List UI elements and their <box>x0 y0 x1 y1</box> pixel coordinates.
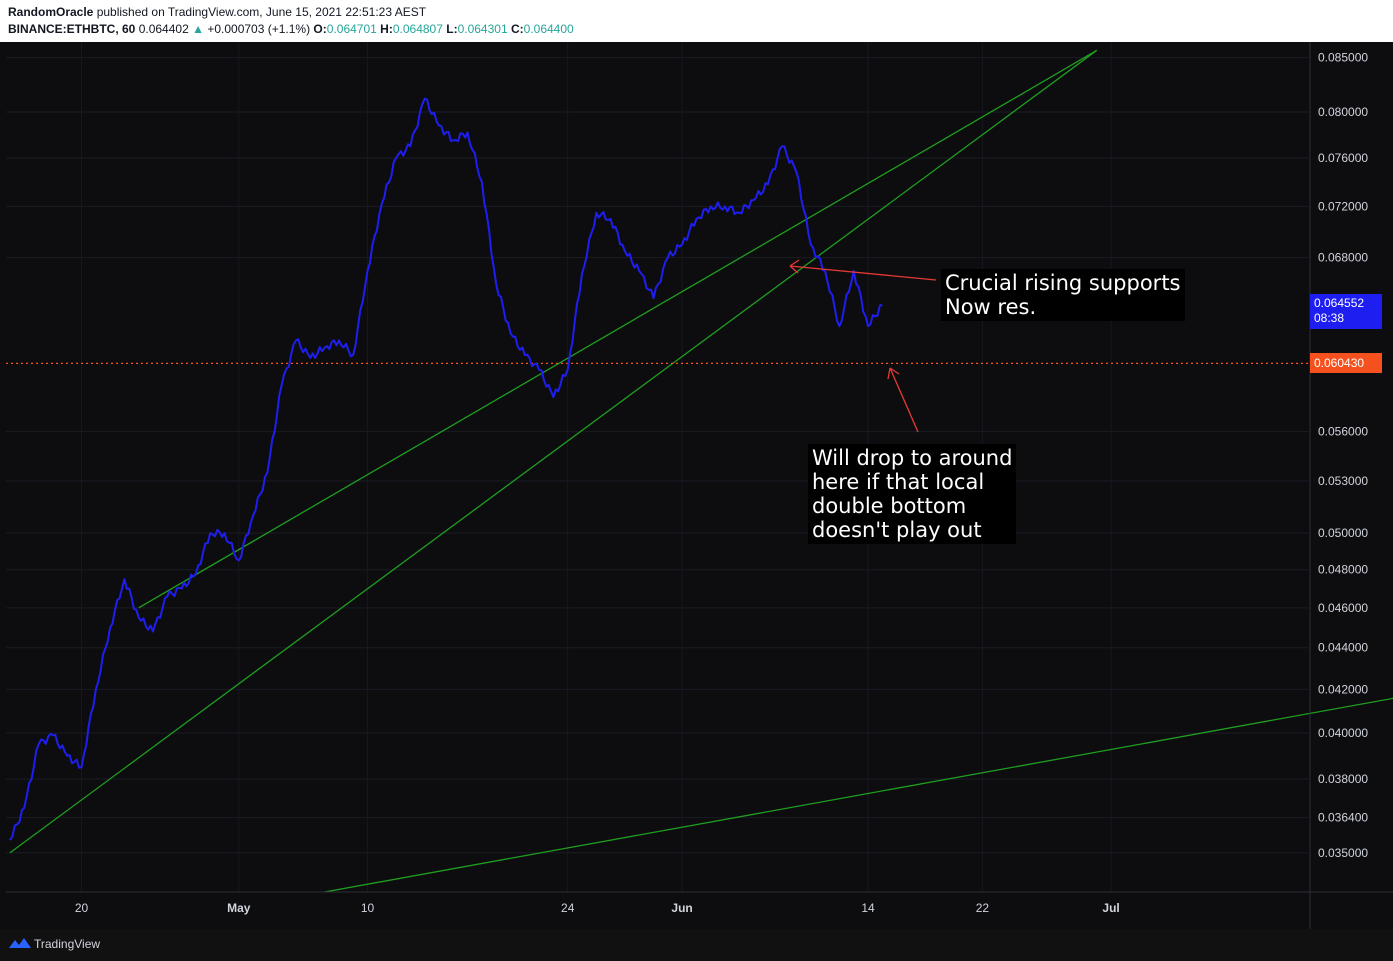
arrow-shaft-1 <box>789 265 937 281</box>
price-change: +0.000703 (+1.1%) <box>207 22 311 36</box>
x-tick-label: Jul <box>1102 901 1119 915</box>
arrow-head-1 <box>789 259 800 274</box>
author-name[interactable]: RandomOracle <box>8 5 94 19</box>
x-tick-label: 24 <box>561 901 575 915</box>
price-chart[interactable]: 0.085000 0.080000 0.076000 0.072000 0.068000… <box>0 42 1393 929</box>
x-tick-label: May <box>227 901 251 915</box>
low-label: L: <box>446 22 458 36</box>
trendline-2 <box>9 49 1098 854</box>
x-tick-label: 20 <box>75 901 89 915</box>
brand-label[interactable]: TradingView <box>34 937 101 951</box>
tradingview-logo-icon[interactable] <box>8 935 32 953</box>
arrow-shaft-2 <box>889 367 919 433</box>
published-text: published on TradingView.com, June 15, 2… <box>93 5 427 19</box>
footer: TradingView <box>0 929 1393 961</box>
open-label: O: <box>313 22 327 36</box>
price-line <box>9 97 883 841</box>
resistance-note[interactable]: Crucial rising supports Now res. <box>941 269 1185 321</box>
up-arrow-icon: ▲ <box>192 22 204 36</box>
trendline-3 <box>324 697 1393 893</box>
trendlines <box>9 49 1393 893</box>
y-tick-label: 0.056000 <box>1318 425 1368 439</box>
x-tick-label: 22 <box>976 901 990 915</box>
current-price: 0.064552 <box>1314 296 1365 311</box>
close-value: 0.064400 <box>523 22 574 36</box>
y-tick-label: 0.038000 <box>1318 772 1368 786</box>
drop-note[interactable]: Will drop to around here if that local d… <box>808 444 1017 544</box>
high-label: H: <box>380 22 393 36</box>
symbol-info: BINANCE:ETHBTC, 60 0.064402 ▲ +0.000703 … <box>8 22 574 36</box>
axes: 0.085000 0.080000 0.076000 0.072000 0.068000… <box>6 42 1393 929</box>
y-tick-label: 0.068000 <box>1318 251 1368 265</box>
y-tick-label: 0.046000 <box>1318 601 1368 615</box>
y-tick-label: 0.076000 <box>1318 151 1368 165</box>
symbol-label[interactable]: BINANCE:ETHBTC, 60 <box>8 22 136 36</box>
publish-info: RandomOracle published on TradingView.co… <box>8 5 426 19</box>
close-label: C: <box>510 22 524 36</box>
trendline-1 <box>138 49 1098 609</box>
y-tick-label: 0.053000 <box>1318 474 1368 488</box>
y-tick-label: 0.036400 <box>1318 811 1368 825</box>
last-price: 0.064402 <box>138 22 189 36</box>
y-tick-label: 0.042000 <box>1318 682 1368 696</box>
x-tick-label: 14 <box>861 901 875 915</box>
high-value: 0.064807 <box>392 22 443 36</box>
level-price-badge: 0.060430 <box>1310 353 1382 374</box>
grid <box>6 42 1309 892</box>
current-price-badge: 0.064552 08:38 <box>1310 294 1382 330</box>
chart-area[interactable]: 0.085000 0.080000 0.076000 0.072000 0.068000… <box>0 42 1393 929</box>
x-tick-label: Jun <box>671 901 692 915</box>
chart-header: RandomOracle published on TradingView.co… <box>0 0 1393 42</box>
y-tick-label: 0.035000 <box>1318 846 1368 860</box>
y-tick-label: 0.085000 <box>1318 51 1368 65</box>
y-tick-label: 0.040000 <box>1318 726 1368 740</box>
open-value: 0.064701 <box>326 22 377 36</box>
y-tick-label: 0.072000 <box>1318 199 1368 213</box>
x-tick-label: 10 <box>361 901 375 915</box>
price-series <box>9 97 883 841</box>
y-tick-label: 0.048000 <box>1318 563 1368 577</box>
arrow-head-2 <box>887 367 900 380</box>
low-value: 0.064301 <box>457 22 508 36</box>
y-tick-label: 0.050000 <box>1318 526 1368 540</box>
annotation-arrows <box>789 259 937 433</box>
y-tick-label: 0.080000 <box>1318 105 1368 119</box>
y-tick-label: 0.044000 <box>1318 641 1368 655</box>
countdown: 08:38 <box>1314 311 1345 326</box>
